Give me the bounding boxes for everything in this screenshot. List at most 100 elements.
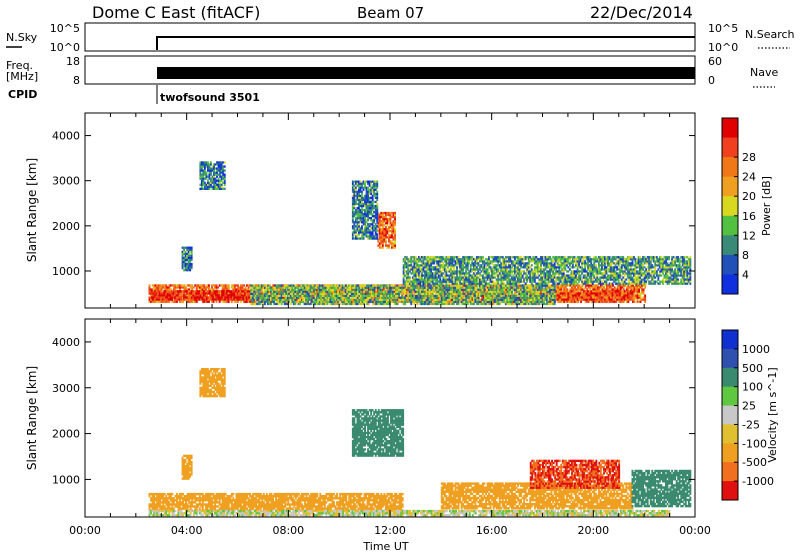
range-time-cell [604, 294, 606, 297]
range-time-cell [518, 294, 521, 297]
range-time-cell [436, 294, 439, 297]
range-time-cell [300, 300, 303, 304]
range-time-cell [512, 296, 515, 299]
range-time-cell [434, 296, 437, 299]
range-time-cell [349, 298, 352, 301]
range-time-cell [553, 296, 556, 299]
range-time-cell [259, 292, 262, 295]
range-time-cell [241, 294, 243, 297]
range-time-cell [408, 280, 411, 283]
range-time-cell [530, 290, 533, 293]
range-time-cell [524, 288, 527, 291]
range-time-cell [507, 296, 510, 299]
range-time-cell [393, 296, 396, 299]
range-time-cell [448, 260, 451, 263]
range-time-cell [632, 286, 634, 289]
range-time-cell [233, 296, 236, 299]
range-time-cell [596, 296, 599, 299]
range-time-cell [253, 284, 256, 287]
range-time-cell [619, 292, 622, 295]
range-time-cell [428, 292, 431, 295]
range-time-cell [425, 286, 428, 289]
range-time-cell [421, 292, 423, 295]
range-time-cell [512, 302, 515, 306]
range-time-cell [343, 296, 346, 299]
range-time-cell [549, 296, 551, 299]
range-time-cell [607, 288, 610, 291]
range-time-cell [471, 286, 474, 289]
range-time-cell [286, 292, 289, 295]
range-time-cell [514, 294, 516, 297]
range-time-cell [384, 286, 387, 289]
range-time-cell [576, 292, 579, 295]
range-time-cell [205, 296, 207, 299]
range-time-cell [584, 298, 587, 301]
range-time-cell [314, 300, 317, 304]
range-time-cell [439, 272, 442, 275]
range-time-cell [162, 300, 165, 303]
range-time-cell [235, 300, 238, 303]
range-time-cell [157, 288, 160, 291]
range-time-cell [265, 290, 268, 293]
range-time-cell [604, 288, 607, 291]
range-time-cell [404, 270, 407, 273]
range-time-cell [451, 282, 454, 285]
range-time-cell [495, 286, 498, 289]
range-time-cell [524, 298, 527, 301]
range-time-cell [352, 296, 355, 299]
range-time-cell [402, 288, 405, 291]
range-time-cell [358, 290, 361, 293]
range-time-cell [308, 294, 311, 297]
range-time-cell [260, 284, 263, 287]
range-time-cell [332, 300, 335, 304]
range-time-cell [408, 296, 411, 299]
range-time-cell [366, 302, 368, 306]
range-time-cell [174, 286, 177, 289]
range-time-cell [443, 300, 446, 304]
range-time-cell [329, 288, 332, 291]
range-time-cell [579, 298, 582, 301]
range-time-cell [593, 300, 596, 303]
range-time-cell [504, 290, 507, 293]
range-time-cell [395, 296, 397, 299]
range-time-cell [372, 300, 375, 304]
range-time-cell [221, 288, 224, 291]
range-time-cell [569, 284, 572, 287]
range-time-cell [568, 292, 571, 295]
range-time-cell [315, 300, 318, 304]
range-time-cell [208, 300, 210, 303]
range-time-cell [225, 296, 228, 299]
range-time-cell [594, 296, 597, 299]
range-time-cell [434, 272, 437, 275]
range-time-cell [328, 300, 330, 304]
range-time-cell [318, 292, 321, 295]
range-time-cell [323, 300, 326, 304]
range-time-cell [608, 290, 611, 293]
range-time-cell [605, 296, 608, 299]
range-time-cell [306, 298, 309, 301]
range-time-cell [285, 302, 288, 306]
range-time-cell [361, 292, 364, 295]
range-time-cell [578, 288, 581, 291]
range-time-cell [517, 284, 520, 287]
range-time-cell [466, 302, 469, 306]
range-time-cell [450, 296, 452, 299]
range-time-cell [589, 290, 592, 293]
range-time-cell [382, 294, 385, 297]
range-time-cell [616, 294, 619, 297]
range-time-cell [262, 298, 265, 301]
range-time-cell [262, 302, 265, 306]
range-time-cell [511, 284, 514, 287]
range-time-cell [454, 290, 457, 293]
range-time-cell [381, 302, 384, 306]
range-time-cell [340, 290, 343, 293]
range-time-cell [338, 294, 341, 297]
range-time-cell [414, 258, 417, 261]
range-time-cell [450, 286, 452, 289]
range-time-cell [620, 292, 623, 295]
range-time-cell [418, 268, 420, 271]
range-time-cell [460, 290, 463, 293]
range-time-cell [303, 302, 306, 306]
range-time-cell [323, 298, 326, 301]
range-time-cell [389, 298, 391, 301]
